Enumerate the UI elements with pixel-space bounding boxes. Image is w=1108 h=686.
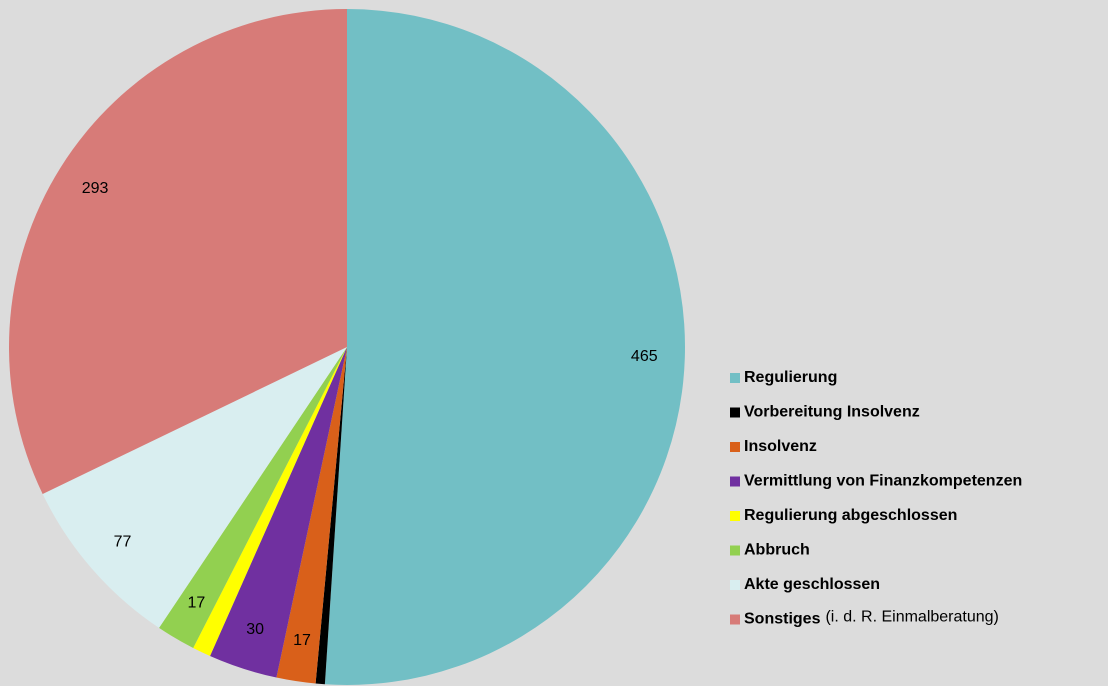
legend-label: Akte geschlossen <box>744 576 880 593</box>
legend-note: (i. d. R. Einmalberatung) <box>825 609 998 626</box>
data-label: 30 <box>246 621 264 638</box>
legend-label: Vermittlung von Finanzkompetenzen <box>744 473 1022 490</box>
pie-slice <box>42 347 347 628</box>
pie-slice <box>210 347 347 678</box>
pie-slice <box>8 9 348 495</box>
legend-swatch <box>730 476 740 487</box>
legend-label: Regulierung abgeschlossen <box>744 507 957 524</box>
data-label: 465 <box>631 348 658 365</box>
legend-swatch <box>730 614 740 625</box>
pie-slice <box>315 347 347 685</box>
pie-slice <box>193 347 347 656</box>
legend-label: Abbruch <box>744 542 810 559</box>
data-label: 17 <box>187 595 205 612</box>
legend-label: Insolvenz <box>744 438 817 455</box>
legend-swatch <box>730 442 740 452</box>
legend-swatch <box>730 407 740 418</box>
pie-slice <box>159 347 347 648</box>
data-label: 77 <box>114 533 132 550</box>
legend-swatch <box>730 580 740 590</box>
data-label: 293 <box>82 180 109 197</box>
legend-label: Regulierung <box>744 369 837 386</box>
legend-label: Vorbereitung Insolvenz <box>744 404 920 421</box>
legend-swatch <box>730 511 740 521</box>
legend-swatch <box>730 373 740 383</box>
legend-swatch <box>730 545 740 556</box>
legend-label: Sonstiges <box>744 611 821 628</box>
pie-slice <box>276 347 347 684</box>
pie-slice <box>324 9 685 685</box>
data-label: 17 <box>293 632 311 649</box>
